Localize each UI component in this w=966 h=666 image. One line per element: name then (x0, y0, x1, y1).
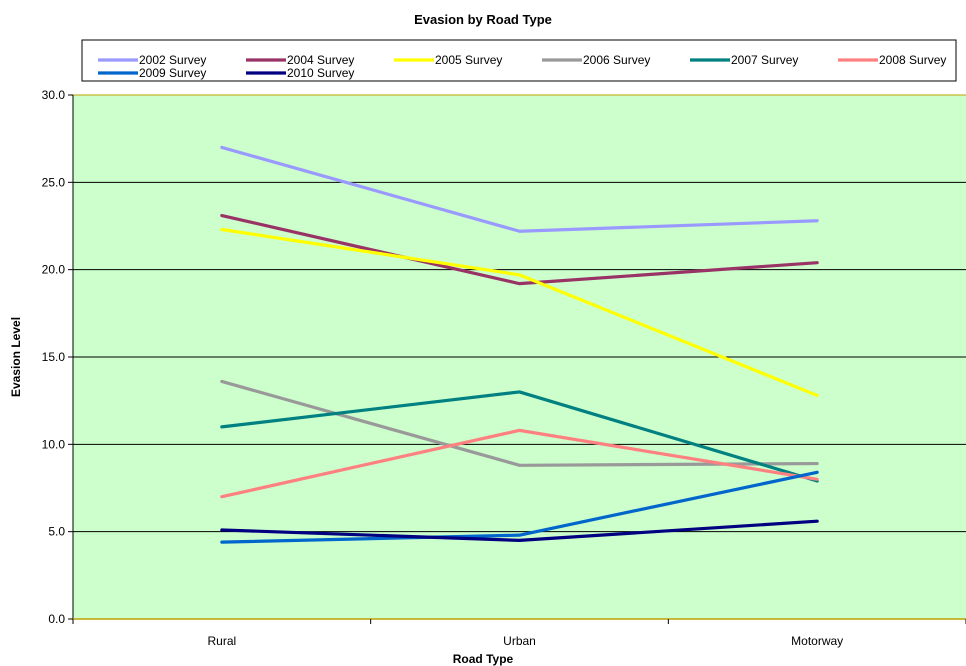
data-point (221, 146, 223, 149)
y-tick-label: 30.0 (42, 88, 66, 102)
y-tick-label: 5.0 (48, 525, 65, 539)
data-point (518, 539, 521, 542)
legend-label: 2005 Survey (435, 53, 502, 67)
data-point (816, 462, 818, 465)
data-point (816, 520, 818, 522)
x-tick-label: Urban (503, 634, 536, 648)
x-tick-label: Motorway (791, 634, 843, 648)
data-point (816, 478, 818, 481)
legend-label: 2010 Survey (287, 66, 354, 80)
x-tick-label: Rural (207, 634, 236, 648)
legend-label: 2002 Survey (139, 53, 206, 67)
y-tick-label: 10.0 (42, 437, 66, 451)
y-tick-label: 0.0 (48, 612, 65, 626)
data-point (518, 230, 521, 233)
legend-label: 2007 Survey (731, 53, 798, 67)
legend: 2002 Survey 2004 Survey 2005 Survey 2006 Su… (98, 53, 946, 80)
data-point (221, 380, 223, 383)
data-point (221, 426, 223, 428)
data-point (221, 541, 223, 543)
y-tick-label: 20.0 (42, 263, 66, 277)
series-lines (220, 145, 819, 544)
data-point (221, 529, 223, 531)
data-point (816, 471, 818, 474)
data-point (221, 228, 223, 231)
legend-box (81, 39, 957, 82)
data-point (816, 394, 818, 397)
data-point (518, 464, 521, 467)
legend-label: 2004 Survey (287, 53, 354, 67)
legend-label: 2006 Survey (583, 53, 650, 67)
y-tick-label: 25.0 (42, 175, 66, 189)
data-point (816, 219, 818, 222)
data-point (518, 534, 521, 536)
data-point (816, 261, 818, 264)
axes (68, 94, 966, 624)
data-point (221, 214, 223, 217)
data-point (518, 391, 521, 393)
tick-labels: 0.0 5.0 10.0 15.0 20.0 25.0 30.0 Rural Urban Moto… (42, 88, 844, 648)
data-point (221, 495, 223, 498)
data-point (518, 429, 521, 432)
data-point (518, 274, 521, 276)
y-axis-title: Evasion Level (9, 317, 23, 397)
legend-label: 2009 Survey (139, 66, 206, 80)
chart-title: Evasion by Road Type (414, 12, 552, 27)
data-point (518, 282, 521, 285)
x-axis-title: Road Type (453, 652, 514, 666)
legend-label: 2008 Survey (879, 53, 946, 67)
y-tick-label: 15.0 (42, 350, 66, 364)
